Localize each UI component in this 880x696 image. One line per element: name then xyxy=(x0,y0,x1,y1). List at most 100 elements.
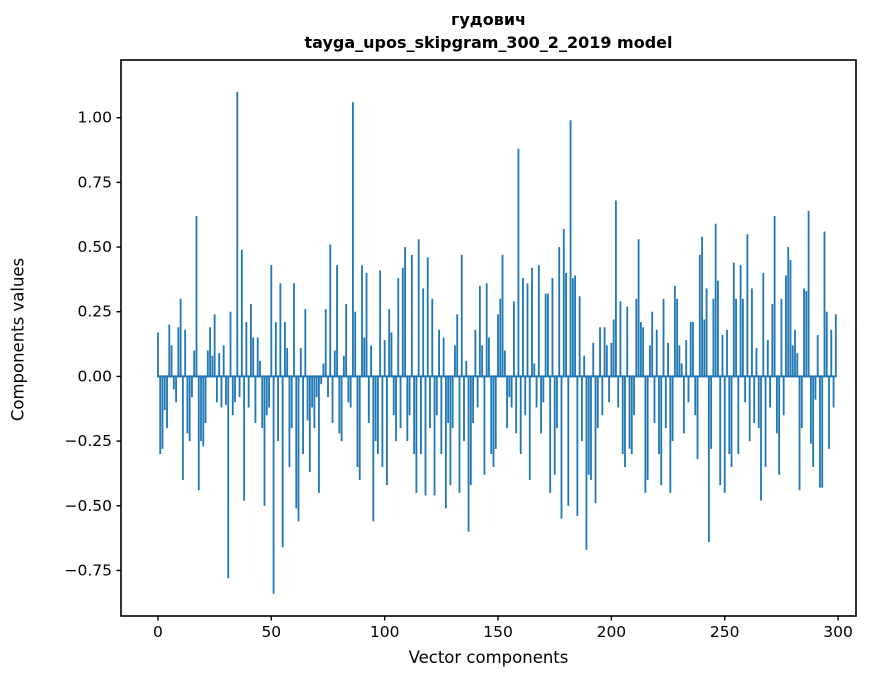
bar-component-96 xyxy=(374,376,377,442)
bar-component-151 xyxy=(499,298,502,377)
bar-component-65 xyxy=(304,309,307,377)
bar-component-182 xyxy=(569,120,572,377)
bar-component-138 xyxy=(469,376,472,486)
bar-component-143 xyxy=(481,345,484,377)
bar-component-234 xyxy=(687,376,690,403)
bar-component-188 xyxy=(583,355,586,377)
bar-component-209 xyxy=(630,376,633,455)
y-axis-label: Components values xyxy=(8,257,28,422)
bar-component-5 xyxy=(168,324,171,377)
bar-component-191 xyxy=(590,376,592,480)
bar-component-70 xyxy=(315,376,318,398)
bar-component-117 xyxy=(422,288,425,377)
bar-component-144 xyxy=(483,376,486,475)
bar-component-68 xyxy=(311,376,314,408)
bar-component-279 xyxy=(789,259,792,377)
bar-component-298 xyxy=(832,376,835,408)
bar-component-6 xyxy=(170,345,173,377)
bar-component-287 xyxy=(807,210,810,377)
bar-component-85 xyxy=(349,376,352,408)
bar-component-220 xyxy=(655,329,658,377)
x-tick-label: 150 xyxy=(483,623,513,641)
bar-component-57 xyxy=(286,347,289,377)
bar-component-89 xyxy=(358,376,361,480)
bar-component-207 xyxy=(626,306,629,377)
bar-component-157 xyxy=(512,301,515,377)
bar-component-66 xyxy=(306,376,309,421)
bar-component-165 xyxy=(531,267,533,377)
bar-component-79 xyxy=(336,265,338,377)
bar-component-248 xyxy=(719,376,722,486)
bar-component-162 xyxy=(524,376,527,416)
bar-component-186 xyxy=(578,296,581,377)
bar-component-61 xyxy=(295,376,298,509)
bar-component-116 xyxy=(420,376,422,455)
bar-component-198 xyxy=(605,345,608,377)
bar-component-88 xyxy=(356,376,359,467)
x-axis-label: Vector components xyxy=(408,648,569,667)
bar-component-297 xyxy=(830,329,833,377)
bar-component-105 xyxy=(395,376,397,442)
bar-component-47 xyxy=(263,376,266,506)
bar-component-259 xyxy=(744,376,747,403)
bar-component-277 xyxy=(785,275,787,377)
bar-component-266 xyxy=(760,376,762,501)
bar-component-189 xyxy=(585,376,588,550)
bar-component-21 xyxy=(204,376,207,423)
bar-component-8 xyxy=(175,376,177,403)
bar-component-41 xyxy=(249,303,252,377)
bar-component-263 xyxy=(753,376,756,423)
bar-component-295 xyxy=(825,311,828,377)
bar-component-265 xyxy=(757,376,760,429)
bar-component-240 xyxy=(701,236,703,377)
bar-component-32 xyxy=(229,311,232,377)
bar-component-221 xyxy=(658,376,660,455)
bar-component-173 xyxy=(549,376,552,493)
bar-component-216 xyxy=(646,376,649,480)
bar-component-15 xyxy=(191,376,193,398)
bar-component-205 xyxy=(621,376,624,455)
bar-component-83 xyxy=(345,303,348,377)
bar-component-146 xyxy=(488,337,490,377)
bar-component-150 xyxy=(497,314,499,377)
bar-component-36 xyxy=(238,376,241,398)
bar-component-213 xyxy=(639,322,642,377)
bar-component-147 xyxy=(490,376,493,455)
bar-component-111 xyxy=(408,376,411,416)
bar-component-214 xyxy=(642,327,645,377)
bar-component-24 xyxy=(211,355,214,377)
bar-component-161 xyxy=(522,278,524,377)
bar-component-159 xyxy=(517,148,520,377)
bar-component-183 xyxy=(571,278,574,377)
bar-component-194 xyxy=(596,376,599,429)
bar-component-218 xyxy=(651,311,654,377)
bar-component-135 xyxy=(463,376,465,442)
bar-component-80 xyxy=(338,376,341,434)
bar-component-239 xyxy=(698,254,701,377)
bar-component-201 xyxy=(612,319,615,377)
bar-component-170 xyxy=(542,376,545,403)
bar-component-158 xyxy=(515,376,518,434)
bar-component-137 xyxy=(467,376,470,532)
bar-component-0 xyxy=(157,332,159,377)
bar-component-110 xyxy=(406,376,409,442)
bar-component-215 xyxy=(644,376,647,493)
bar-component-120 xyxy=(429,376,431,429)
bar-component-254 xyxy=(732,262,735,377)
bar-component-286 xyxy=(805,291,808,377)
bar-component-163 xyxy=(526,283,529,377)
y-tick-label: 1.00 xyxy=(77,109,112,127)
bar-component-289 xyxy=(812,376,815,467)
bar-component-275 xyxy=(780,298,783,377)
bar-component-203 xyxy=(617,376,620,408)
bar-component-25 xyxy=(213,314,216,377)
bar-component-181 xyxy=(567,376,570,506)
bar-component-196 xyxy=(601,376,604,416)
bar-component-75 xyxy=(327,376,329,398)
bar-component-92 xyxy=(365,272,368,377)
bar-component-97 xyxy=(376,376,379,455)
bar-component-253 xyxy=(730,376,733,467)
bar-component-261 xyxy=(748,376,751,442)
bar-component-174 xyxy=(551,278,554,377)
